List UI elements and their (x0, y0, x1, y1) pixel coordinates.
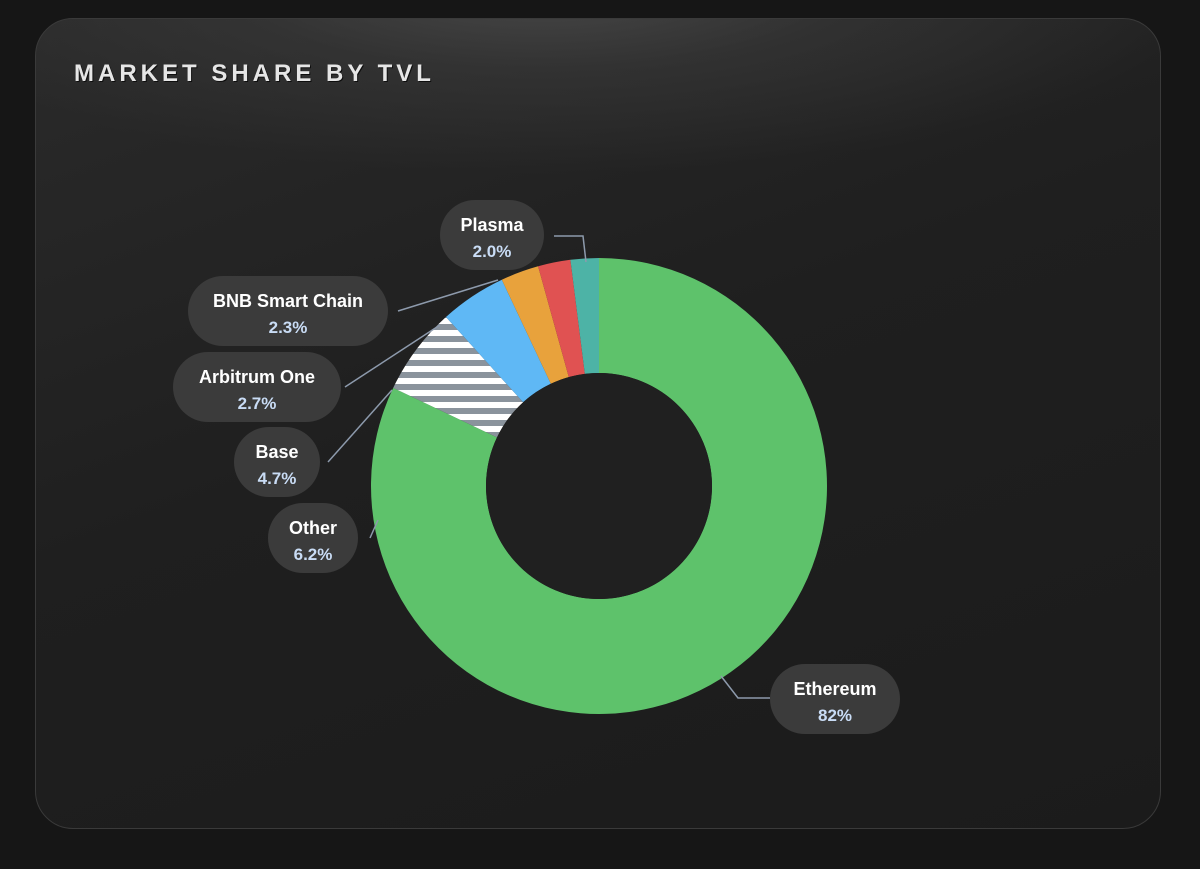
leader-line-other (369, 519, 379, 539)
chart-title: MARKET SHARE BY TVL (74, 60, 435, 87)
label-pill (770, 664, 900, 734)
label-pill (188, 276, 388, 346)
slice-value: 6.2% (294, 545, 333, 564)
label-pill (440, 200, 544, 270)
slice-arbitrum-one (501, 266, 569, 384)
slice-value: 2.0% (473, 242, 512, 261)
slice-other (393, 316, 524, 438)
slice-name: Other (289, 518, 337, 538)
leader-line-arbitrum-one (344, 324, 441, 388)
leader-line-ethereum (720, 675, 770, 699)
slice-name: Base (255, 442, 298, 462)
leader-line-base (327, 389, 393, 463)
slice-label-arbitrum-one: Arbitrum One 2.7% (173, 352, 341, 422)
label-pill (268, 503, 358, 573)
slice-base (445, 279, 551, 403)
donut-hole (486, 373, 712, 599)
slice-label-ethereum: Ethereum 82% (770, 664, 900, 734)
slice-label-bnb-smart-chain: BNB Smart Chain 2.3% (188, 276, 388, 346)
slice-name: Plasma (460, 215, 524, 235)
slice-plasma (570, 258, 599, 374)
slice-name: Ethereum (793, 679, 876, 699)
slice-label-base: Base 4.7% (234, 427, 320, 497)
leader-line-bnb-smart-chain (397, 279, 499, 312)
slice-name: BNB Smart Chain (213, 291, 363, 311)
label-pill (173, 352, 341, 422)
slice-bnb-smart-chain (538, 259, 585, 378)
slice-ethereum (371, 258, 827, 714)
slice-label-plasma: Plasma 2.0% (440, 200, 544, 270)
leader-line-plasma (554, 235, 587, 263)
slice-value: 2.7% (238, 394, 277, 413)
label-pill (234, 427, 320, 497)
slice-label-other: Other 6.2% (268, 503, 358, 573)
slice-value: 82% (818, 706, 852, 725)
slice-value: 4.7% (258, 469, 297, 488)
slice-value: 2.3% (269, 318, 308, 337)
slice-name: Arbitrum One (199, 367, 315, 387)
